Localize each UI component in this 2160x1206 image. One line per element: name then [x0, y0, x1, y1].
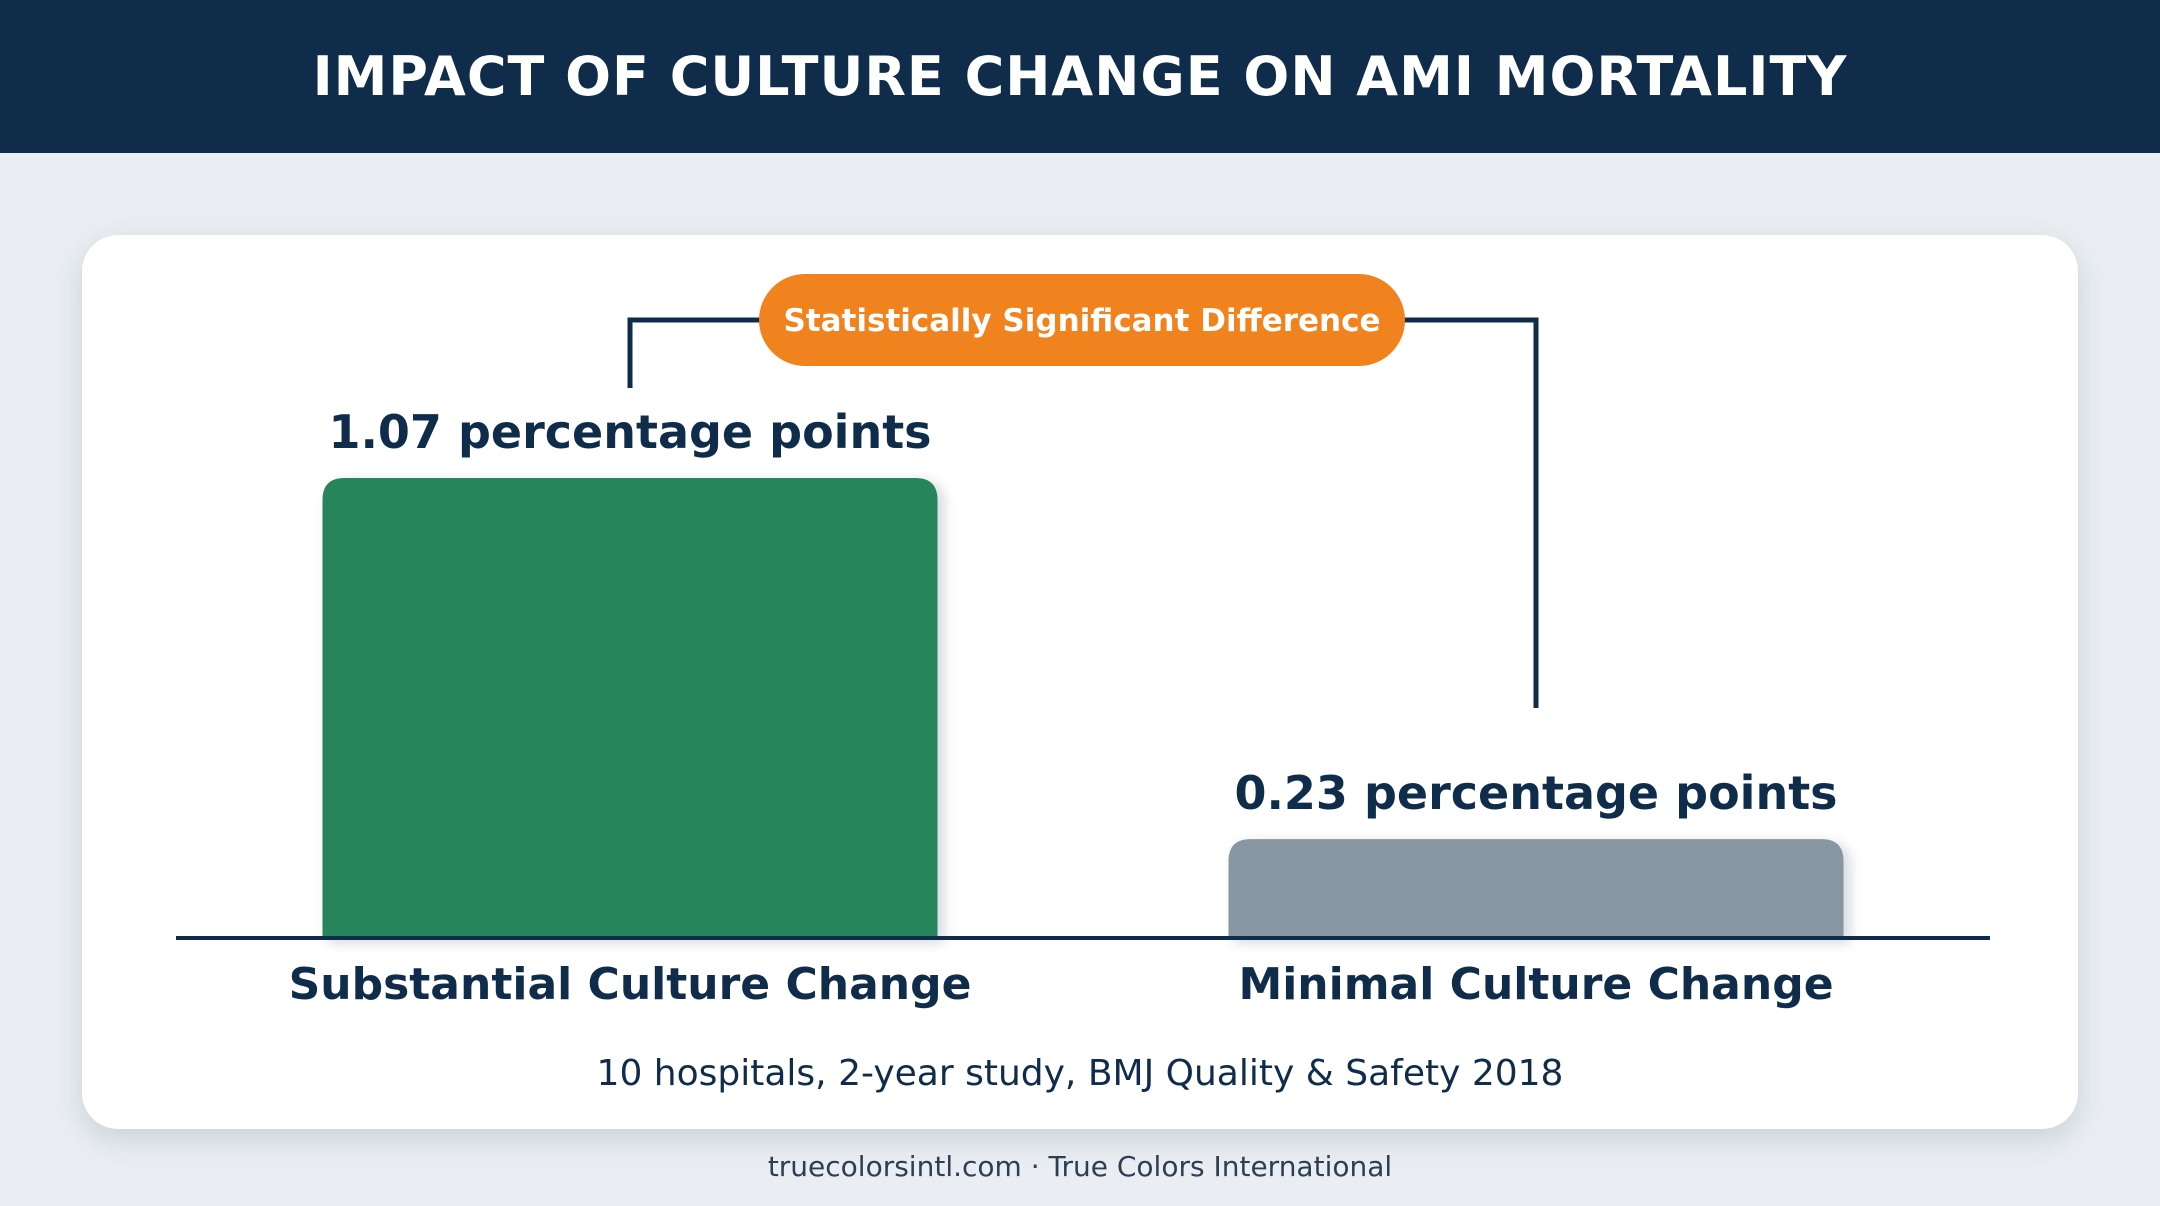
category-label-minimal: Minimal Culture Change — [1238, 959, 1833, 1010]
bar-minimal — [1228, 839, 1844, 938]
page-title: IMPACT OF CULTURE CHANGE ON AMI MORTALIT… — [312, 45, 1848, 108]
header-banner: IMPACT OF CULTURE CHANGE ON AMI MORTALIT… — [0, 0, 2160, 153]
category-label-substantial: Substantial Culture Change — [289, 959, 972, 1010]
significance-pill — [759, 274, 1405, 366]
significance-label: Statistically Significant Difference — [783, 303, 1380, 339]
footer-credit: truecolorsintl.com · True Colors Interna… — [767, 1150, 1393, 1183]
data-label-substantial: 1.07 percentage points — [328, 405, 931, 459]
bar-substantial — [322, 478, 938, 938]
data-label-minimal: 0.23 percentage points — [1234, 766, 1837, 820]
study-caption: 10 hospitals, 2-year study, BMJ Quality … — [597, 1053, 1564, 1094]
